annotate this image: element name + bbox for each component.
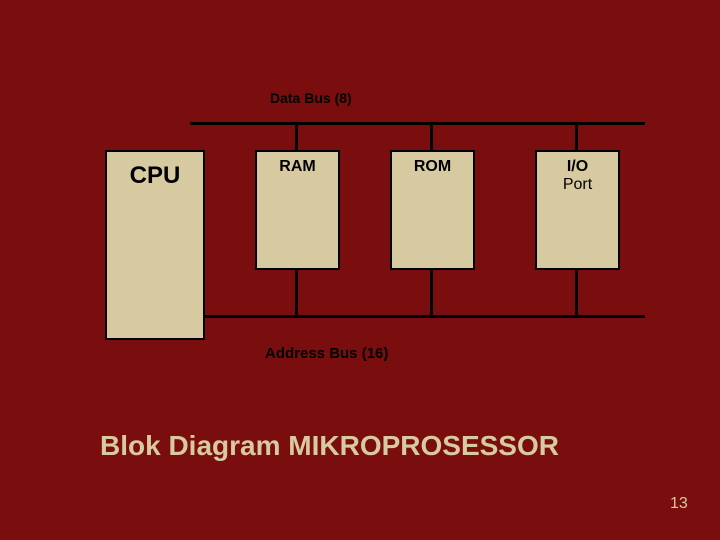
stub-bottom-ram [295, 270, 298, 318]
address-bus-label: Address Bus (16) [265, 345, 388, 362]
cpu-block: CPU [105, 150, 205, 340]
rom-block: ROM [390, 150, 475, 270]
stub-top-ram [295, 122, 298, 152]
microprocessor-diagram: Data Bus (8) CPU RAM ROM I/O Port Addres… [105, 90, 665, 390]
slide-title: Blok Diagram MIKROPROSESSOR [100, 430, 559, 462]
ram-label: RAM [279, 158, 315, 176]
io-label: I/O [567, 158, 588, 176]
stub-top-io [575, 122, 578, 152]
stub-bottom-rom [430, 270, 433, 318]
io-sublabel: Port [563, 176, 592, 194]
io-block: I/O Port [535, 150, 620, 270]
rom-label: ROM [414, 158, 451, 176]
page-number: 13 [670, 495, 688, 513]
stub-top-rom [430, 122, 433, 152]
ram-block: RAM [255, 150, 340, 270]
cpu-label: CPU [130, 162, 181, 190]
stub-bottom-io [575, 270, 578, 318]
data-bus-label: Data Bus (8) [270, 90, 352, 106]
